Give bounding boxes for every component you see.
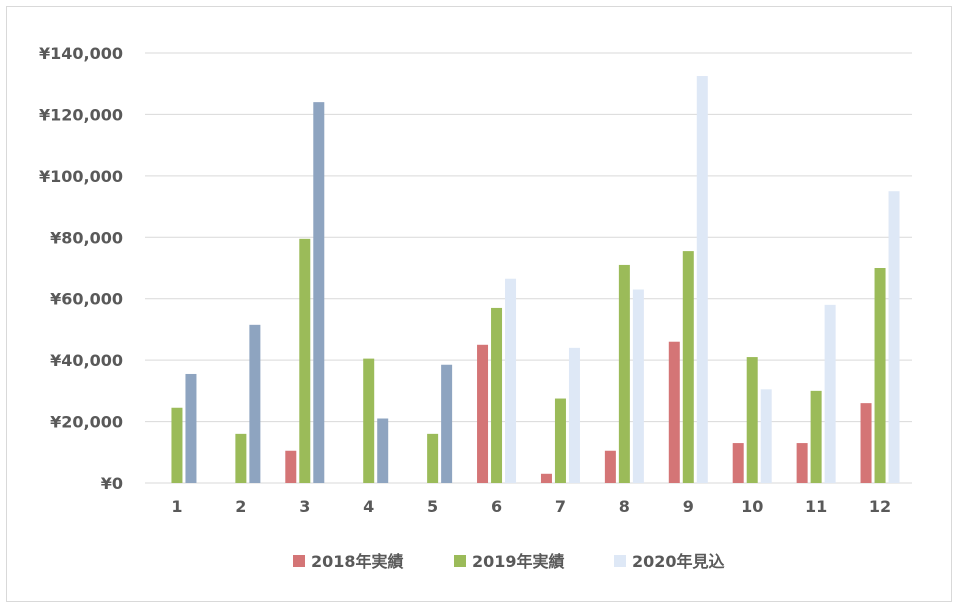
- gridlines: [145, 52, 912, 484]
- bar-2018年実績-9: [668, 341, 680, 483]
- x-tick-label: 7: [555, 497, 566, 516]
- y-tick-label: ¥80,000: [50, 228, 123, 247]
- bar-2020年見込-12: [888, 191, 900, 483]
- bar-2020年見込-2: [249, 324, 261, 483]
- y-tick-label: ¥140,000: [39, 44, 123, 63]
- bar-2019年実績-4: [363, 358, 375, 483]
- y-tick-label: ¥0: [101, 474, 123, 493]
- chart-frame: [6, 6, 952, 602]
- bar-2019年実績-5: [427, 433, 439, 483]
- x-tick-label: 3: [299, 497, 310, 516]
- legend-label: 2019年実績: [472, 552, 565, 571]
- bar-2018年実績-12: [860, 403, 872, 483]
- bars: [171, 76, 900, 484]
- y-tick-label: ¥40,000: [50, 351, 123, 370]
- legend-swatch: [293, 555, 305, 567]
- bar-2020年見込-5: [441, 364, 453, 483]
- x-tick-label: 8: [619, 497, 630, 516]
- bar-2019年実績-12: [874, 268, 886, 483]
- x-tick-label: 6: [491, 497, 502, 516]
- bar-2018年実績-11: [796, 443, 808, 483]
- bar-2020年見込-7: [568, 347, 580, 483]
- legend-swatch: [614, 555, 626, 567]
- bar-2020年見込-8: [632, 289, 644, 483]
- bar-2020年見込-9: [696, 76, 708, 484]
- x-tick-label: 4: [363, 497, 374, 516]
- bar-2020年見込-11: [824, 304, 836, 483]
- y-axis-tick-labels: ¥0 ¥20,000 ¥40,000 ¥60,000 ¥80,000 ¥100,000 ¥1…: [39, 44, 123, 493]
- bar-2020年見込-10: [760, 389, 772, 483]
- y-tick-label: ¥60,000: [50, 290, 123, 309]
- x-tick-label: 9: [683, 497, 694, 516]
- x-tick-label: 1: [171, 497, 182, 516]
- bar-2018年実績-7: [540, 473, 552, 483]
- bar-2019年実績-11: [810, 390, 822, 483]
- legend-swatch: [454, 555, 466, 567]
- bar-2019年実績-10: [746, 357, 758, 483]
- x-tick-label: 11: [805, 497, 827, 516]
- legend-label: 2018年実績: [311, 552, 404, 571]
- x-tick-label: 12: [869, 497, 891, 516]
- bar-2018年実績-10: [732, 443, 744, 483]
- y-tick-label: ¥20,000: [50, 413, 123, 432]
- y-tick-label: ¥100,000: [39, 167, 123, 186]
- bar-2018年実績-6: [477, 344, 489, 483]
- bar-2020年見込-3: [313, 102, 325, 484]
- bar-2020年見込-4: [377, 418, 389, 483]
- bar-2019年実績-1: [171, 407, 183, 483]
- x-tick-label: 2: [235, 497, 246, 516]
- bar-2020年見込-1: [185, 373, 197, 483]
- bar-2019年実績-6: [491, 307, 503, 483]
- bar-2019年実績-7: [554, 398, 566, 483]
- x-tick-label: 5: [427, 497, 438, 516]
- bar-2018年実績-3: [285, 450, 297, 483]
- bar-2019年実績-2: [235, 433, 247, 483]
- x-axis-tick-labels: 1 2 3 4 5 6 7 8 9 10 11 12: [171, 497, 891, 516]
- bar-2019年実績-8: [618, 264, 630, 483]
- bar-2018年実績-8: [604, 450, 616, 483]
- x-tick-label: 10: [741, 497, 763, 516]
- bar-2020年見込-6: [505, 278, 517, 483]
- bar-2019年実績-9: [682, 251, 694, 483]
- bar-2019年実績-3: [299, 238, 311, 483]
- legend-label: 2020年見込: [632, 552, 725, 571]
- y-tick-label: ¥120,000: [39, 105, 123, 124]
- legend: 2018年実績 2019年実績 2020年見込: [293, 552, 725, 571]
